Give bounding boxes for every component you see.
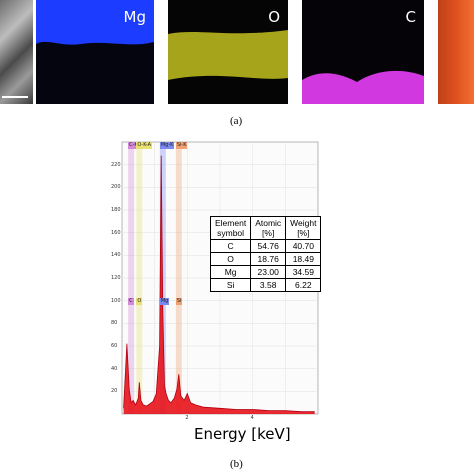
- table-header-weight: Weight [%]: [285, 216, 322, 240]
- y-tick-label: 160: [111, 229, 121, 236]
- table-header-element: Element symbol: [209, 216, 252, 240]
- panel-b-caption: (b): [230, 458, 243, 470]
- x-tick-label: 2: [185, 415, 189, 421]
- table-cell: C: [209, 239, 252, 253]
- y-tick-label: 220: [111, 161, 121, 168]
- table-cell: 3.58: [250, 278, 287, 292]
- table-row: C 54.76 40.70: [209, 239, 322, 253]
- peak-band-o: [136, 142, 143, 414]
- table-header-atomic: Atomic [%]: [250, 216, 287, 240]
- table-row: O 18.76 18.49: [209, 252, 322, 266]
- c-map: C: [302, 0, 424, 104]
- y-tick-label: 20: [111, 388, 118, 395]
- y-tick-label: 100: [111, 297, 121, 304]
- y-tick-label: 120: [111, 275, 121, 281]
- peak-band-si: [175, 142, 182, 414]
- c-map-region: [302, 70, 424, 104]
- o-map-region: [168, 30, 288, 80]
- y-tick-label: 140: [111, 252, 121, 259]
- si-map: [438, 0, 474, 104]
- table-cell: 34.59: [285, 265, 322, 279]
- peak-tag-top-o: O-K-A: [136, 142, 153, 149]
- mg-map: Mg: [36, 0, 154, 104]
- mg-map-region: [36, 0, 154, 45]
- table-cell: Si: [209, 278, 252, 292]
- peak-tag-top-mg: Mg-K: [159, 142, 175, 149]
- table-header-row: Element symbol Atomic [%] Weight [%]: [209, 216, 322, 240]
- table-cell: Mg: [209, 265, 252, 279]
- y-tick-label: 180: [111, 207, 121, 213]
- x-axis-label: Energy [keV]: [194, 425, 291, 443]
- table-cell: O: [209, 252, 252, 266]
- spectrum-area: [123, 155, 315, 414]
- table-cell: 18.76: [250, 252, 287, 266]
- peak-tag-top-c: C-K-A: [128, 142, 144, 149]
- o-map: O: [168, 0, 288, 104]
- table-cell: 23.00: [250, 265, 287, 279]
- peak-tag-top-si: Si-K: [175, 142, 188, 149]
- peak-tag-mid-mg: Mg: [159, 298, 170, 306]
- element-composition-table: Element symbol Atomic [%] Weight [%] C 54.7…: [209, 216, 322, 292]
- table-row: Si 3.58 6.22: [209, 278, 322, 292]
- mg-map-label: Mg: [123, 8, 146, 26]
- peak-tag-mid-si: Si: [175, 298, 183, 306]
- panel-a-caption: (a): [230, 115, 243, 127]
- table-cell: 6.22: [285, 278, 322, 292]
- table-cell: 54.76: [250, 239, 287, 253]
- o-map-label: O: [268, 8, 280, 26]
- y-tick-label: 200: [111, 184, 121, 191]
- c-map-label: C: [405, 8, 416, 26]
- x-tick-label: 4: [250, 415, 254, 421]
- spectrum-line: [123, 155, 315, 413]
- y-tick-label: 60: [111, 343, 118, 349]
- peak-tag-mid-c: C: [128, 298, 134, 306]
- table-cell: 18.49: [285, 252, 322, 266]
- table-cell: 40.70: [285, 239, 322, 253]
- peak-tag-mid-o: O: [136, 298, 143, 306]
- y-tick-label: 40: [111, 365, 118, 372]
- peak-band-c: [128, 142, 135, 414]
- sem-image: [0, 0, 33, 104]
- table-row: Mg 23.00 34.59: [209, 265, 322, 279]
- y-tick-label: 80: [111, 320, 118, 327]
- scale-bar: [2, 96, 28, 98]
